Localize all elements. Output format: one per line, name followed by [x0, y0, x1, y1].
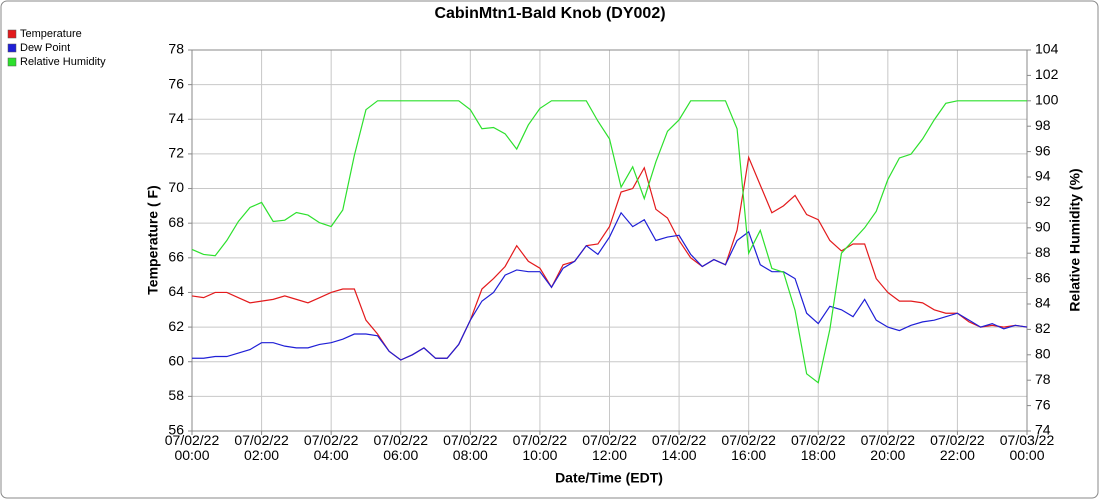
y-tick-label: 78 — [168, 41, 184, 57]
y-tick-label: 64 — [168, 283, 184, 299]
x-tick-label: 07/02/22 12:00 — [582, 432, 637, 463]
y2-tick-label: 94 — [1035, 168, 1051, 184]
y2-axis-label: Relative Humidity (%) — [1067, 168, 1083, 311]
x-tick-label: 07/02/22 14:00 — [651, 432, 707, 463]
y2-tick-label: 84 — [1035, 295, 1051, 311]
y-tick-label: 66 — [168, 249, 184, 265]
legend-label: Dew Point — [20, 42, 70, 54]
y2-tick-label: 104 — [1035, 41, 1059, 57]
x-tick-label: 07/02/22 06:00 — [373, 432, 429, 463]
y-tick-label: 76 — [168, 75, 184, 91]
y-tick-label: 68 — [168, 214, 184, 230]
series-line — [192, 211, 1028, 361]
x-tick-label: 07/02/22 02:00 — [234, 432, 289, 463]
y2-tick-label: 100 — [1035, 92, 1059, 108]
x-tick-label: 07/02/22 00:00 — [164, 432, 220, 463]
y-tick-label: 62 — [168, 318, 184, 334]
y2-tick-label: 88 — [1035, 244, 1051, 260]
y-tick-label: 56 — [168, 422, 184, 438]
y-tick-label: 72 — [168, 145, 184, 161]
series-line — [191, 100, 1027, 384]
series-line — [191, 155, 1028, 361]
x-tick-label: 07/02/22 22:00 — [930, 432, 985, 463]
y2-tick-label: 98 — [1035, 117, 1051, 133]
x-tick-label: 07/02/22 10:00 — [512, 432, 568, 463]
y2-tick-label: 80 — [1035, 346, 1051, 362]
y-axis-label: Temperature ( F) — [145, 185, 161, 294]
y2-tick-label: 74 — [1035, 422, 1051, 438]
y-tick-label: 74 — [168, 110, 184, 126]
plot-border — [191, 49, 1028, 432]
x-tick-label: 07/02/22 16:00 — [721, 432, 776, 463]
y2-tick-label: 90 — [1035, 219, 1051, 235]
x-tick-label: 07/02/22 20:00 — [860, 432, 916, 463]
y2-tick-label: 78 — [1035, 371, 1051, 387]
y2-tick-label: 92 — [1035, 193, 1051, 209]
legend-label: Relative Humidity — [20, 56, 106, 68]
legend-swatch — [7, 43, 17, 53]
y2-tick-label: 96 — [1035, 142, 1051, 158]
x-tick-label: 07/02/22 04:00 — [303, 432, 359, 463]
y2-tick-label: 102 — [1035, 66, 1059, 82]
legend-label: Temperature — [20, 28, 82, 40]
y2-tick-label: 86 — [1035, 269, 1051, 285]
x-tick-label: 07/02/22 18:00 — [791, 432, 846, 463]
legend-swatch — [7, 57, 17, 67]
y-tick-label: 60 — [168, 352, 184, 368]
y2-tick-label: 82 — [1035, 320, 1051, 336]
x-tick-label: 07/03/22 00:00 — [999, 432, 1055, 463]
y2-tick-label: 76 — [1035, 396, 1051, 412]
x-axis-label: Date/Time (EDT) — [555, 470, 663, 486]
chart-title: CabinMtn1-Bald Knob (DY002) — [434, 5, 665, 22]
x-tick-label: 07/02/22 08:00 — [443, 432, 498, 463]
y-tick-label: 70 — [168, 179, 184, 195]
y-tick-label: 58 — [168, 387, 184, 403]
legend-swatch — [7, 29, 17, 39]
